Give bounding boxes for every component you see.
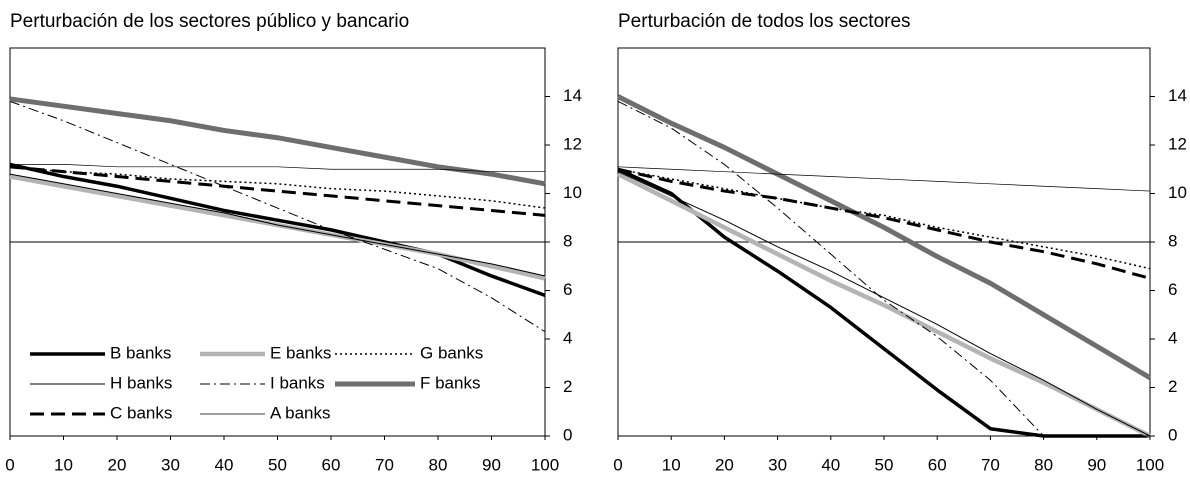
legend-label: F banks [420,373,480,392]
series-line [617,166,1151,192]
y-tick-label: 0 [563,425,572,444]
series-line [617,167,1151,280]
series-line [617,168,1151,270]
y-tick-label: 4 [563,328,572,347]
y-tick-label: 2 [563,377,572,396]
x-tick-label: 80 [1034,455,1053,474]
x-tick-label: 70 [981,455,1000,474]
legend-label: I banks [270,373,325,392]
series-line [9,166,546,209]
x-tick-label: 60 [322,455,341,474]
x-tick-label: 40 [215,455,234,474]
series-line [10,164,545,173]
y-tick-label: 0 [1168,425,1177,444]
series-line [9,96,546,187]
legend-label: E banks [270,343,331,362]
y-tick-label: 14 [563,86,582,105]
y-tick-label: 12 [563,134,582,153]
x-tick-label: 90 [482,455,501,474]
series-line [9,174,546,281]
legend-label: A banks [270,403,331,422]
x-tick-label: 20 [108,455,127,474]
x-tick-label: 50 [875,455,894,474]
x-tick-label: 100 [531,455,559,474]
y-tick-label: 6 [1168,280,1177,299]
legend-label: B banks [110,343,171,362]
y-tick-label: 8 [1168,231,1177,250]
chart-title: Perturbación de todos los sectores [618,11,911,32]
y-tick-label: 12 [1168,134,1187,153]
y-tick-label: 2 [1168,377,1177,396]
chart-title: Perturbación de los sectores público y b… [10,11,409,32]
y-tick-label: 10 [563,183,582,202]
y-tick-label: 4 [1168,328,1177,347]
series-line [9,165,546,217]
series-line [617,171,1151,437]
x-tick-label: 10 [662,455,681,474]
x-tick-label: 30 [161,455,180,474]
x-tick-label: 30 [768,455,787,474]
legend-label: H banks [110,373,172,392]
y-tick-label: 8 [563,231,572,250]
series-line [616,94,1152,380]
y-tick-label: 14 [1168,86,1187,105]
x-tick-label: 70 [375,455,394,474]
series-line [9,173,546,277]
legend-label: G banks [420,343,483,362]
x-tick-label: 90 [1087,455,1106,474]
y-tick-label: 6 [563,280,572,299]
x-tick-label: 10 [54,455,73,474]
x-tick-label: 0 [5,455,14,474]
x-tick-label: 100 [1136,455,1164,474]
x-tick-label: 40 [821,455,840,474]
series-line [9,100,546,333]
x-tick-label: 20 [715,455,734,474]
x-tick-label: 0 [613,455,622,474]
series-line [616,172,1152,439]
x-tick-label: 60 [928,455,947,474]
x-tick-label: 80 [429,455,448,474]
y-tick-label: 10 [1168,183,1187,202]
x-tick-label: 50 [268,455,287,474]
legend-label: C banks [110,403,172,422]
series-line [9,162,546,297]
series-line [617,100,1150,437]
